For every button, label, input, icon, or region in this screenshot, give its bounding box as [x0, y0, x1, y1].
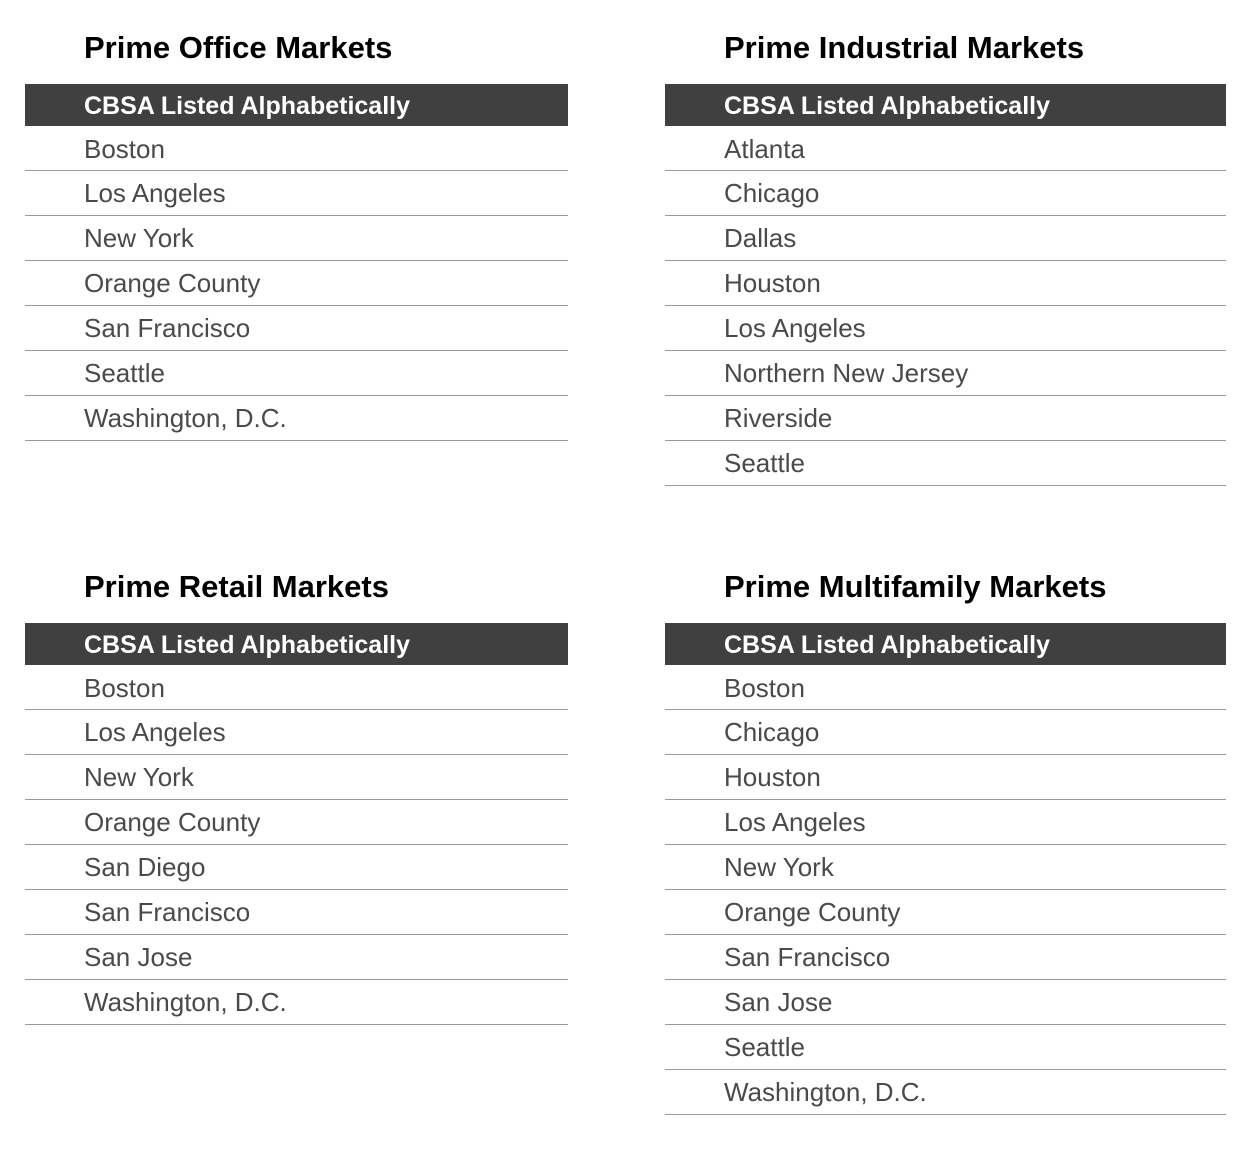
- list-item: New York: [25, 755, 568, 800]
- panel-title: Prime Office Markets: [84, 30, 393, 65]
- list-item: Seattle: [665, 441, 1226, 486]
- list-item: Washington, D.C.: [665, 1070, 1226, 1115]
- list-item: San Francisco: [25, 306, 568, 351]
- table-header: CBSA Listed Alphabetically: [25, 623, 568, 665]
- list-item: Dallas: [665, 216, 1226, 261]
- list-item: New York: [665, 845, 1226, 890]
- list-item: Houston: [665, 261, 1226, 306]
- multifamily-markets-panel: Prime Multifamily Markets CBSA Listed Al…: [665, 567, 1226, 1115]
- retail-markets-panel: Prime Retail Markets CBSA Listed Alphabe…: [25, 567, 568, 1025]
- list-item: Orange County: [25, 261, 568, 306]
- list-item: Los Angeles: [665, 800, 1226, 845]
- table-header: CBSA Listed Alphabetically: [25, 84, 568, 126]
- list-item: Boston: [25, 126, 568, 171]
- list-item: Seattle: [665, 1025, 1226, 1070]
- list-item: San Jose: [25, 935, 568, 980]
- table-header: CBSA Listed Alphabetically: [665, 623, 1226, 665]
- list-item: Seattle: [25, 351, 568, 396]
- market-list: Boston Los Angeles New York Orange County Sa…: [25, 126, 568, 441]
- list-item: San Jose: [665, 980, 1226, 1025]
- list-item: Los Angeles: [665, 306, 1226, 351]
- list-item: Orange County: [665, 890, 1226, 935]
- list-item: Riverside: [665, 396, 1226, 441]
- list-item: Boston: [665, 665, 1226, 710]
- list-item: Washington, D.C.: [25, 396, 568, 441]
- market-list: Boston Los Angeles New York Orange County Sa…: [25, 665, 568, 1025]
- panel-title: Prime Multifamily Markets: [724, 569, 1107, 604]
- list-item: Houston: [665, 755, 1226, 800]
- market-list: Boston Chicago Houston Los Angeles New York O…: [665, 665, 1226, 1115]
- office-markets-panel: Prime Office Markets CBSA Listed Alphabe…: [25, 28, 568, 441]
- list-item: Boston: [25, 665, 568, 710]
- list-item: Orange County: [25, 800, 568, 845]
- panel-title: Prime Industrial Markets: [724, 30, 1085, 65]
- list-item: Chicago: [665, 710, 1226, 755]
- list-item: New York: [25, 216, 568, 261]
- list-item: Atlanta: [665, 126, 1226, 171]
- industrial-markets-panel: Prime Industrial Markets CBSA Listed Alp…: [665, 28, 1226, 486]
- list-item: San Francisco: [25, 890, 568, 935]
- list-item: San Francisco: [665, 935, 1226, 980]
- list-item: Chicago: [665, 171, 1226, 216]
- list-item: Los Angeles: [25, 710, 568, 755]
- list-item: Los Angeles: [25, 171, 568, 216]
- panel-title: Prime Retail Markets: [84, 569, 389, 604]
- market-list: Atlanta Chicago Dallas Houston Los Angeles No…: [665, 126, 1226, 486]
- table-header: CBSA Listed Alphabetically: [665, 84, 1226, 126]
- list-item: Northern New Jersey: [665, 351, 1226, 396]
- list-item: San Diego: [25, 845, 568, 890]
- list-item: Washington, D.C.: [25, 980, 568, 1025]
